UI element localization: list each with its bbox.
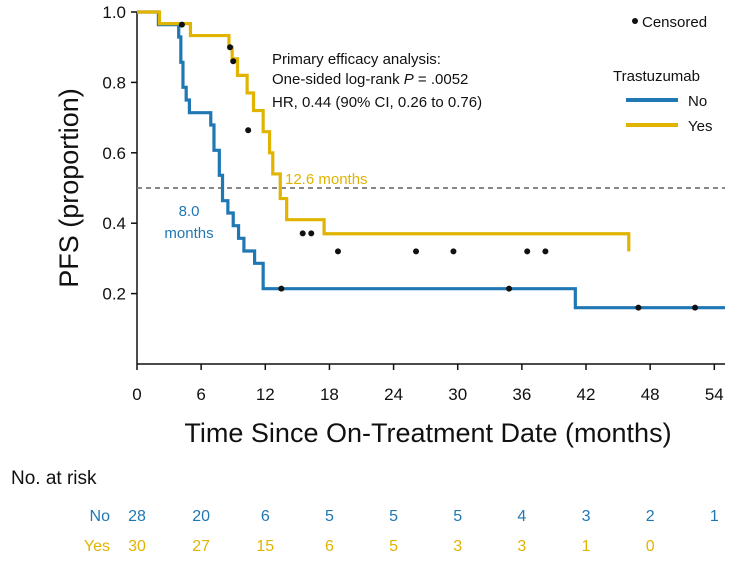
censor-mark-no: [178, 21, 185, 28]
risk-count-yes: 1: [582, 538, 591, 555]
legend-title: Trastuzumab: [613, 68, 700, 85]
censor-mark-yes: [308, 230, 315, 237]
legend-label-no: No: [688, 93, 707, 110]
risk-count-no: 3: [582, 508, 591, 525]
risk-count-no: 6: [261, 508, 270, 525]
x-tick-label: 18: [320, 385, 339, 404]
risk-count-no: 4: [517, 508, 526, 525]
censor-mark-yes: [299, 230, 306, 237]
censor-mark-yes: [230, 58, 237, 65]
x-axis-title: Time Since On-Treatment Date (months): [184, 418, 671, 448]
efficacy-annotation: Primary efficacy analysis: One-sided log…: [272, 51, 482, 111]
risk-count-yes: 27: [192, 538, 210, 555]
x-tick-label: 30: [448, 385, 467, 404]
risk-count-no: 5: [325, 508, 334, 525]
censor-mark-yes: [542, 248, 549, 255]
censor-mark-yes: [245, 127, 252, 134]
censor-mark-yes: [334, 248, 341, 255]
censored-marker-legend: [632, 18, 638, 24]
risk-table-title: No. at risk: [11, 468, 97, 489]
risk-count-yes: 6: [325, 538, 334, 555]
x-tick-label: 24: [384, 385, 403, 404]
median-label-no-line-2: months: [164, 225, 213, 242]
censor-mark-no: [692, 304, 699, 311]
risk-row-label-no: No: [90, 508, 111, 525]
median-label-no-line-1: 8.0: [179, 203, 200, 220]
censor-mark-no: [506, 285, 513, 292]
censor-mark-yes: [227, 44, 234, 51]
risk-count-yes: 5: [389, 538, 398, 555]
y-tick-label: 0.6: [102, 144, 126, 163]
km-curve-yes: [137, 10, 631, 252]
risk-count-no: 28: [128, 508, 146, 525]
censored-legend-label: Censored: [642, 14, 707, 31]
risk-count-no: 1: [710, 508, 719, 525]
annotation-line-3: HR, 0.44 (90% CI, 0.26 to 0.76): [272, 94, 482, 111]
risk-count-yes: 30: [128, 538, 146, 555]
censor-mark-yes: [524, 248, 531, 255]
risk-row-label-yes: Yes: [84, 538, 110, 555]
y-tick-label: 0.2: [102, 285, 126, 304]
km-curve-no: [137, 10, 725, 310]
y-tick-label: 0.4: [102, 214, 126, 233]
censor-mark-yes: [413, 248, 420, 255]
plot-area: 0.2 0.4 0.6 0.8 1.0 0 6 12 18 24 30 36 42 48 54: [102, 3, 725, 404]
risk-count-no: 20: [192, 508, 210, 525]
censor-mark-no: [635, 304, 642, 311]
x-tick-label: 36: [512, 385, 531, 404]
x-tick-label: 48: [641, 385, 660, 404]
legend-label-yes: Yes: [688, 118, 712, 135]
risk-count-yes: 15: [256, 538, 274, 555]
risk-count-no: 2: [646, 508, 655, 525]
x-tick-label: 54: [705, 385, 724, 404]
y-axis-title: PFS (proportion): [54, 88, 84, 288]
x-tick-label: 0: [132, 385, 141, 404]
annotation-line-2: One-sided log-rank P = .0052: [272, 71, 468, 88]
risk-count-yes: 3: [517, 538, 526, 555]
x-tick-label: 12: [256, 385, 275, 404]
censor-mark-no: [278, 285, 285, 292]
risk-count-no: 5: [453, 508, 462, 525]
x-tick-label: 6: [196, 385, 205, 404]
risk-count-no: 5: [389, 508, 398, 525]
risk-count-yes: 0: [646, 538, 655, 555]
censor-mark-yes: [450, 248, 457, 255]
y-tick-label: 1.0: [102, 3, 126, 22]
risk-table: No. at risk No 28 20 6 5 5 5 4 3 2 1 Yes 30 27 15 6 5 3 3 1…: [11, 468, 719, 555]
legend: Censored Trastuzumab No Yes: [613, 14, 712, 135]
annotation-line-1: Primary efficacy analysis:: [272, 51, 441, 68]
x-tick-label: 42: [577, 385, 596, 404]
risk-count-yes: 3: [453, 538, 462, 555]
median-label-yes: 12.6 months: [285, 171, 368, 188]
y-tick-label: 0.8: [102, 73, 126, 92]
